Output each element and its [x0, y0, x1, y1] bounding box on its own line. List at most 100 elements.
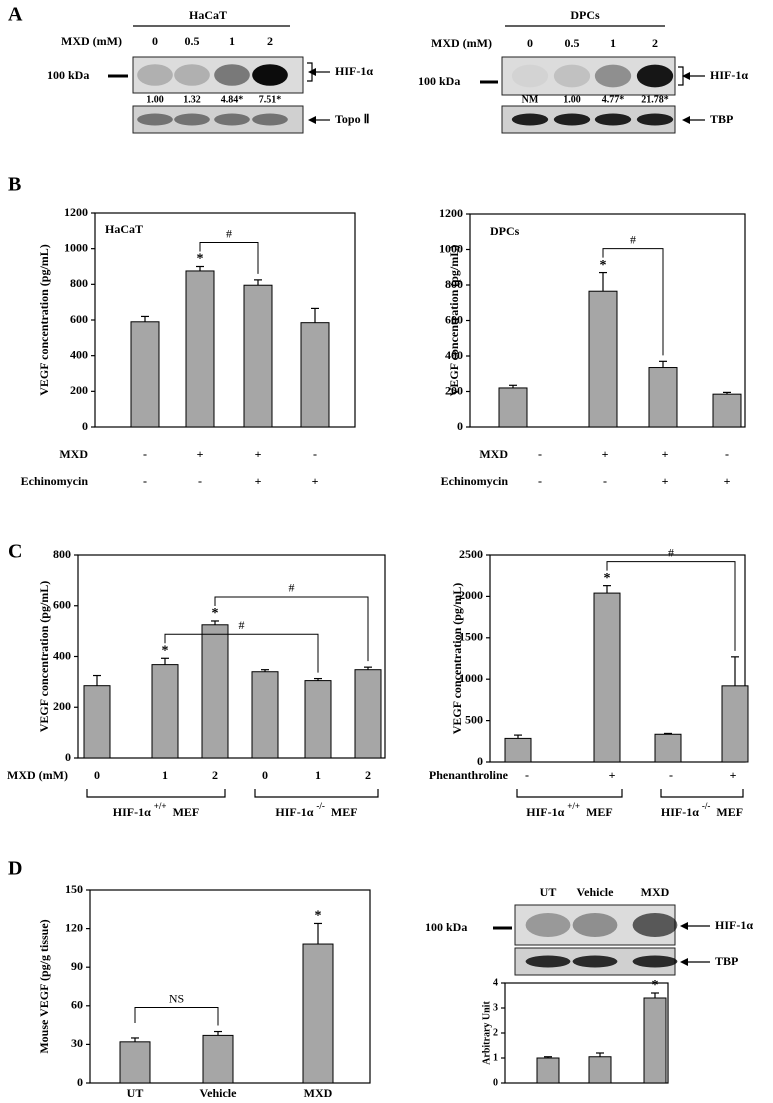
- condition-label: +: [662, 447, 669, 461]
- blot-band: [511, 64, 549, 88]
- group-gene: HIF-1α: [526, 805, 564, 819]
- y-tick-label: 800: [445, 277, 463, 291]
- blot-band: [214, 113, 250, 126]
- condition-label: 2: [365, 768, 371, 782]
- bar: [354, 669, 382, 759]
- y-axis-label: Arbitrary Unit: [481, 1001, 492, 1065]
- error-bar: [544, 1056, 552, 1058]
- error-bar: [514, 734, 522, 739]
- bar: [119, 1041, 151, 1084]
- group-bracket: [254, 789, 379, 798]
- significance-bracket: [199, 242, 259, 274]
- y-tick-label: 1000: [439, 241, 463, 255]
- y-tick-label: 1500: [459, 630, 483, 644]
- marker-label: 100 kDa: [425, 920, 467, 934]
- x-tick-label: Vehicle: [200, 1086, 238, 1100]
- y-tick-label: 2500: [459, 547, 483, 561]
- condition-label: +: [197, 447, 204, 461]
- condition-label: +: [602, 447, 609, 461]
- x-tick-label: MXD: [304, 1086, 333, 1100]
- error-bar: [311, 307, 319, 323]
- lane-label: 0: [527, 36, 533, 50]
- blot-band: [594, 64, 632, 88]
- error-bar: [93, 674, 101, 686]
- lane-label: 1: [229, 34, 235, 48]
- lane-label: 0.5: [565, 36, 580, 50]
- y-tick-label: 0: [477, 754, 483, 768]
- condition-label: -: [525, 768, 529, 782]
- y-tick-label: 30: [71, 1036, 83, 1050]
- significance-mark: *: [315, 909, 322, 924]
- y-tick-label: 200: [53, 699, 71, 713]
- condition-label: -: [538, 474, 542, 488]
- y-tick-label: 4: [493, 977, 498, 988]
- blot-band: [636, 113, 674, 126]
- y-tick-label: 2000: [459, 588, 483, 602]
- y-tick-label: 60: [71, 998, 83, 1012]
- arrow-head: [682, 116, 690, 124]
- condition-label: +: [255, 474, 262, 488]
- error-bar: [211, 620, 219, 625]
- y-tick-label: 150: [65, 882, 83, 896]
- condition-label: 0: [94, 768, 100, 782]
- quantification: 1.32: [183, 94, 201, 105]
- condition-label: 0: [262, 768, 268, 782]
- significance-bracket: [606, 561, 736, 651]
- chart-title: HaCaT: [105, 222, 143, 236]
- blot-band: [553, 64, 591, 88]
- bracket-label: #: [239, 618, 245, 632]
- y-tick-label: 1000: [459, 671, 483, 685]
- bar: [643, 997, 667, 1084]
- blot-band: [214, 64, 250, 86]
- error-bar: [603, 585, 611, 594]
- error-bar: [723, 391, 731, 395]
- bracket-label: NS: [169, 991, 184, 1005]
- row-label: MXD: [59, 447, 88, 461]
- bracket-label: #: [630, 232, 636, 246]
- condition-label: 1: [315, 768, 321, 782]
- error-bar: [509, 384, 517, 388]
- lane-label: 1: [610, 36, 616, 50]
- group-cell: MEF: [716, 805, 743, 819]
- y-tick-label: 600: [53, 598, 71, 612]
- bar: [202, 1034, 234, 1084]
- lane-label: 2: [652, 36, 658, 50]
- blot-title: HaCaT: [189, 8, 227, 22]
- bar: [648, 367, 678, 428]
- lane-label: UT: [540, 885, 557, 899]
- blot-title: DPCs: [570, 8, 600, 22]
- blot-band: [594, 113, 632, 126]
- y-tick-label: 800: [70, 276, 88, 290]
- quantification: 1.00: [146, 94, 164, 105]
- y-tick-label: 400: [445, 348, 463, 362]
- y-axis-label: VEGF concentration (pg/mL): [37, 244, 51, 396]
- blot-image: [132, 105, 304, 134]
- panel-label: C: [8, 541, 22, 563]
- quantification: 7.51*: [259, 94, 282, 105]
- band-label: TBP: [710, 112, 733, 126]
- y-axis-label: VEGF concentration (pg/mL): [450, 583, 464, 735]
- y-tick-label: 600: [70, 312, 88, 326]
- error-bar: [664, 732, 672, 735]
- y-tick-label: 2: [493, 1027, 498, 1038]
- condition-label: 1: [162, 768, 168, 782]
- arrow-head: [308, 116, 316, 124]
- blot-band: [632, 955, 678, 968]
- lane-label: 2: [267, 34, 273, 48]
- significance-mark: *: [212, 606, 219, 621]
- significance-mark: *: [600, 258, 607, 273]
- bracket-label: #: [226, 226, 232, 240]
- condition-label: 2: [212, 768, 218, 782]
- condition-label: -: [669, 768, 673, 782]
- y-tick-label: 400: [53, 648, 71, 662]
- error-bar: [314, 922, 322, 945]
- y-tick-label: 0: [65, 750, 71, 764]
- y-tick-label: 1: [493, 1052, 498, 1063]
- blot-band: [252, 113, 288, 126]
- group-cell: MEF: [173, 805, 200, 819]
- condition-label: -: [313, 447, 317, 461]
- bar: [498, 387, 528, 428]
- blot-band: [174, 113, 210, 126]
- condition-label: -: [725, 447, 729, 461]
